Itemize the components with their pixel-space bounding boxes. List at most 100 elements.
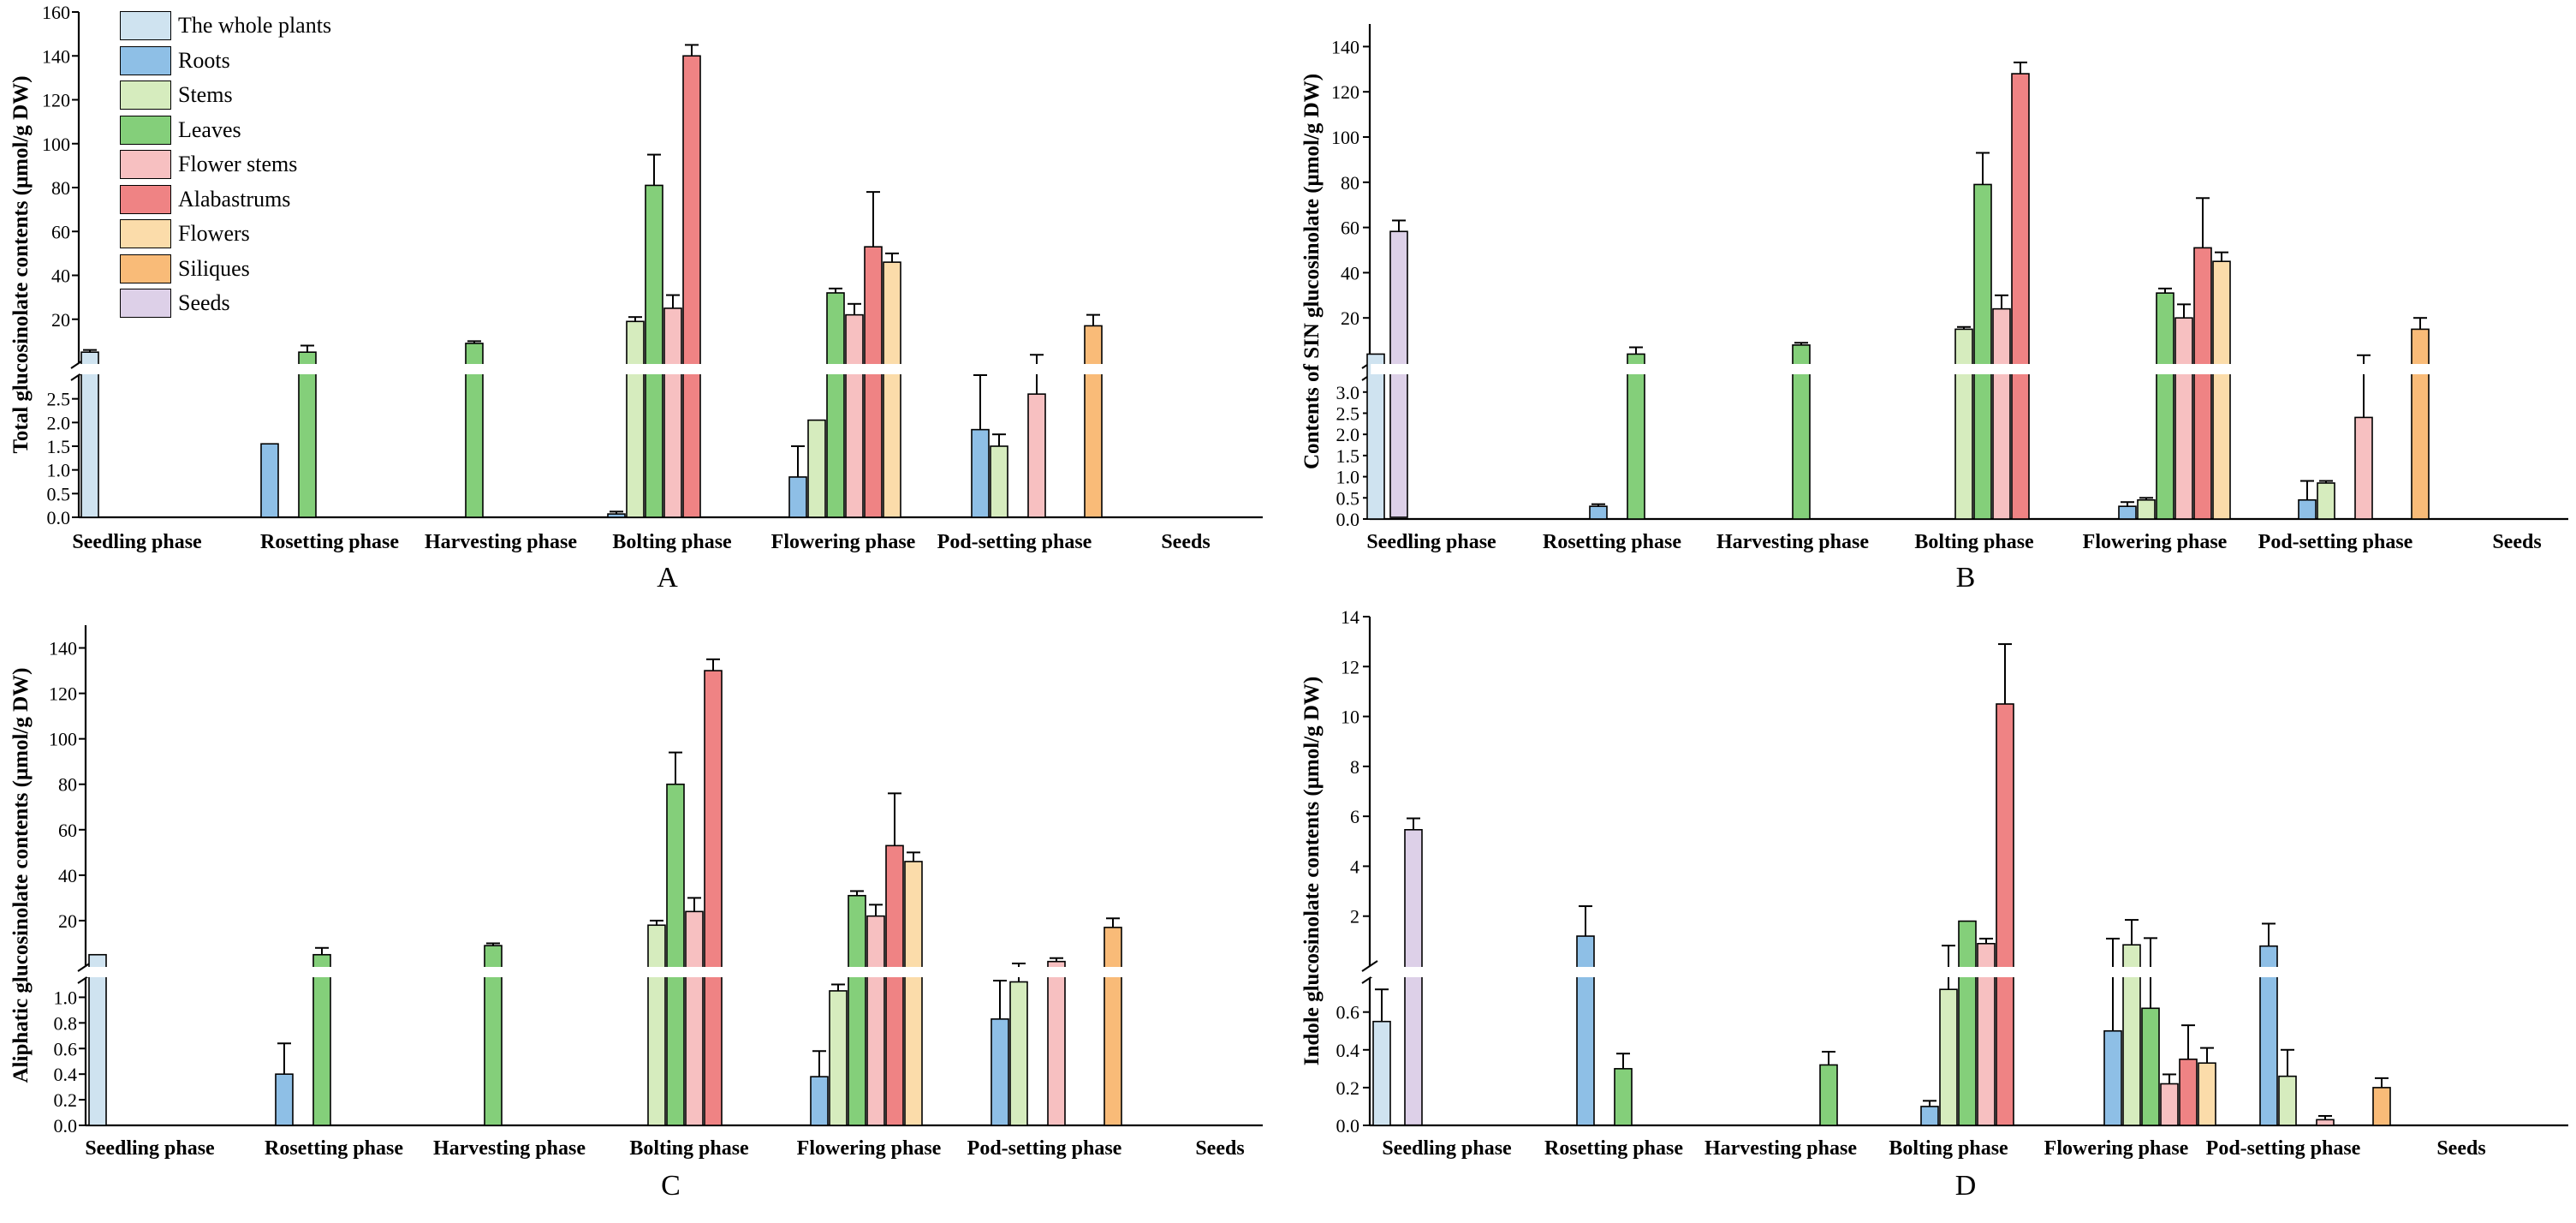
x-category-label: Bolting phase [629,1137,749,1160]
y-tick-label: 100 [1331,127,1359,148]
bar-siliques [2372,1087,2391,1126]
panel-d: 0.0 0.2 0.4 0.6 2 4 6 8 10 12 14 Indole glucosinola… [1300,606,2568,1202]
bar-whole [1372,1020,1391,1126]
y-tick-label: 140 [1331,36,1359,57]
y-tick-label: 2.5 [1336,403,1360,424]
bar-roots [2118,505,2137,520]
y-tick-label: 80 [51,177,70,199]
bar-whole [1366,353,1385,520]
y-tick-label: 0.0 [47,507,71,528]
bar-flowers [904,861,923,1126]
panel-caption: D [1955,1170,1977,1202]
bar-siliques [2411,328,2430,520]
y-tick-label: 2.0 [47,412,71,433]
x-category-label: Seeds [2436,1137,2485,1160]
bar-stems [990,445,1008,518]
legend-swatch [120,184,171,214]
legend-item-leaves: Leaves [120,113,331,148]
bar-stems [2317,482,2335,520]
bar-flower-stems [1047,960,1066,1126]
y-tick-label: 0.6 [54,1038,78,1059]
x-category-label: Rosetting phase [265,1137,403,1160]
bar-leaves [848,894,866,1126]
bar-leaves [298,351,317,518]
y-tick-label: 10 [1341,707,1359,728]
bar-flower-stems [2174,317,2193,520]
x-category-label: Harvesting phase [1716,531,1869,553]
legend-item-stems: Stems [120,78,331,113]
legend-item-alabastrums: Alabastrums [120,182,331,218]
y-tick-label: 120 [49,683,77,705]
x-category-label: Rosetting phase [260,531,399,553]
y-tick-label: 40 [58,865,77,886]
bar-stems [829,990,848,1126]
panel-caption: C [661,1170,681,1202]
bar-flower-stems [663,307,682,518]
y-tick-label: 1.0 [1336,467,1360,488]
bar-stems [2137,498,2156,520]
x-category-label: Bolting phase [612,531,732,553]
bar-roots [607,513,626,518]
bar-roots [275,1073,294,1126]
x-category-label: Seedling phase [1366,531,1496,553]
bar-roots [971,428,990,518]
bar-leaves [1614,1068,1633,1126]
x-category-label: Flowering phase [2083,531,2228,553]
legend-label: Flower stems [178,152,298,177]
y-tick-label: 0.8 [54,1012,78,1034]
bar-roots [788,476,807,518]
bar-stems [647,924,666,1126]
bar-alabastrums [864,246,883,518]
legend-label: Stems [178,82,233,108]
bar-leaves [645,184,663,518]
y-tick-label: 0.0 [54,1115,78,1136]
y-tick-label: 40 [51,265,70,287]
bar-leaves [666,783,685,1126]
bar-flower-stems [845,313,864,518]
legend-label: Siliques [178,255,250,281]
legend-item-whole: The whole plants [120,9,331,44]
x-category-label: Pod-setting phase [967,1137,1122,1160]
y-tick-label: 0.2 [54,1089,78,1111]
legend-label: Flowers [178,221,250,247]
axis-break-band [1371,364,2568,374]
bar-stems [626,320,645,518]
y-tick-label: 0.6 [1336,1002,1360,1023]
legend-swatch [120,115,171,145]
x-category-label: Harvesting phase [1704,1137,1857,1160]
y-tick-label: 3.0 [1336,382,1360,403]
y-tick-label: 0.0 [1336,1115,1360,1136]
y-tick-label: 0.4 [1336,1040,1360,1061]
bar-roots [2298,498,2317,520]
bar-flower-stems [1992,307,2011,520]
bar-roots [991,1018,1009,1126]
y-tick-label: 160 [42,2,70,23]
axis-break-band [1371,967,2568,977]
bar-alabastrums [2179,1059,2198,1126]
y-tick-label: 1.5 [1336,445,1360,467]
y-tick-label: 6 [1350,806,1359,827]
x-category-label: Pod-setting phase [2206,1137,2361,1160]
panel-caption: A [657,562,678,594]
y-tick-label: 40 [1341,262,1359,283]
y-tick-label: 60 [51,221,70,242]
legend-swatch [120,81,171,110]
bar-alabastrums [704,670,723,1126]
bar-flower-stems [2160,1083,2179,1126]
y-axis-title: Indole glucosinolate contents (μmol/g DW… [1300,677,1324,1065]
y-tick-label: 140 [49,638,77,659]
y-tick-label: 1.0 [47,460,71,481]
legend-item-siliques: Siliques [120,252,331,287]
y-tick-label: 20 [51,309,70,331]
y-tick-label: 12 [1341,656,1359,677]
x-category-label: Flowering phase [2044,1137,2189,1160]
y-tick-label: 80 [58,774,77,796]
bar-stems [1954,328,1973,520]
y-tick-label: 80 [1341,172,1359,194]
x-category-label: Bolting phase [1889,1137,2008,1160]
y-tick-label: 8 [1350,756,1359,778]
panel-a: 0.00.51.01.52.02.520406080100120140160To… [9,2,1408,594]
bar-leaves [2156,292,2174,520]
x-category-label: Seedling phase [1382,1137,1512,1160]
bar-stems [807,419,826,518]
